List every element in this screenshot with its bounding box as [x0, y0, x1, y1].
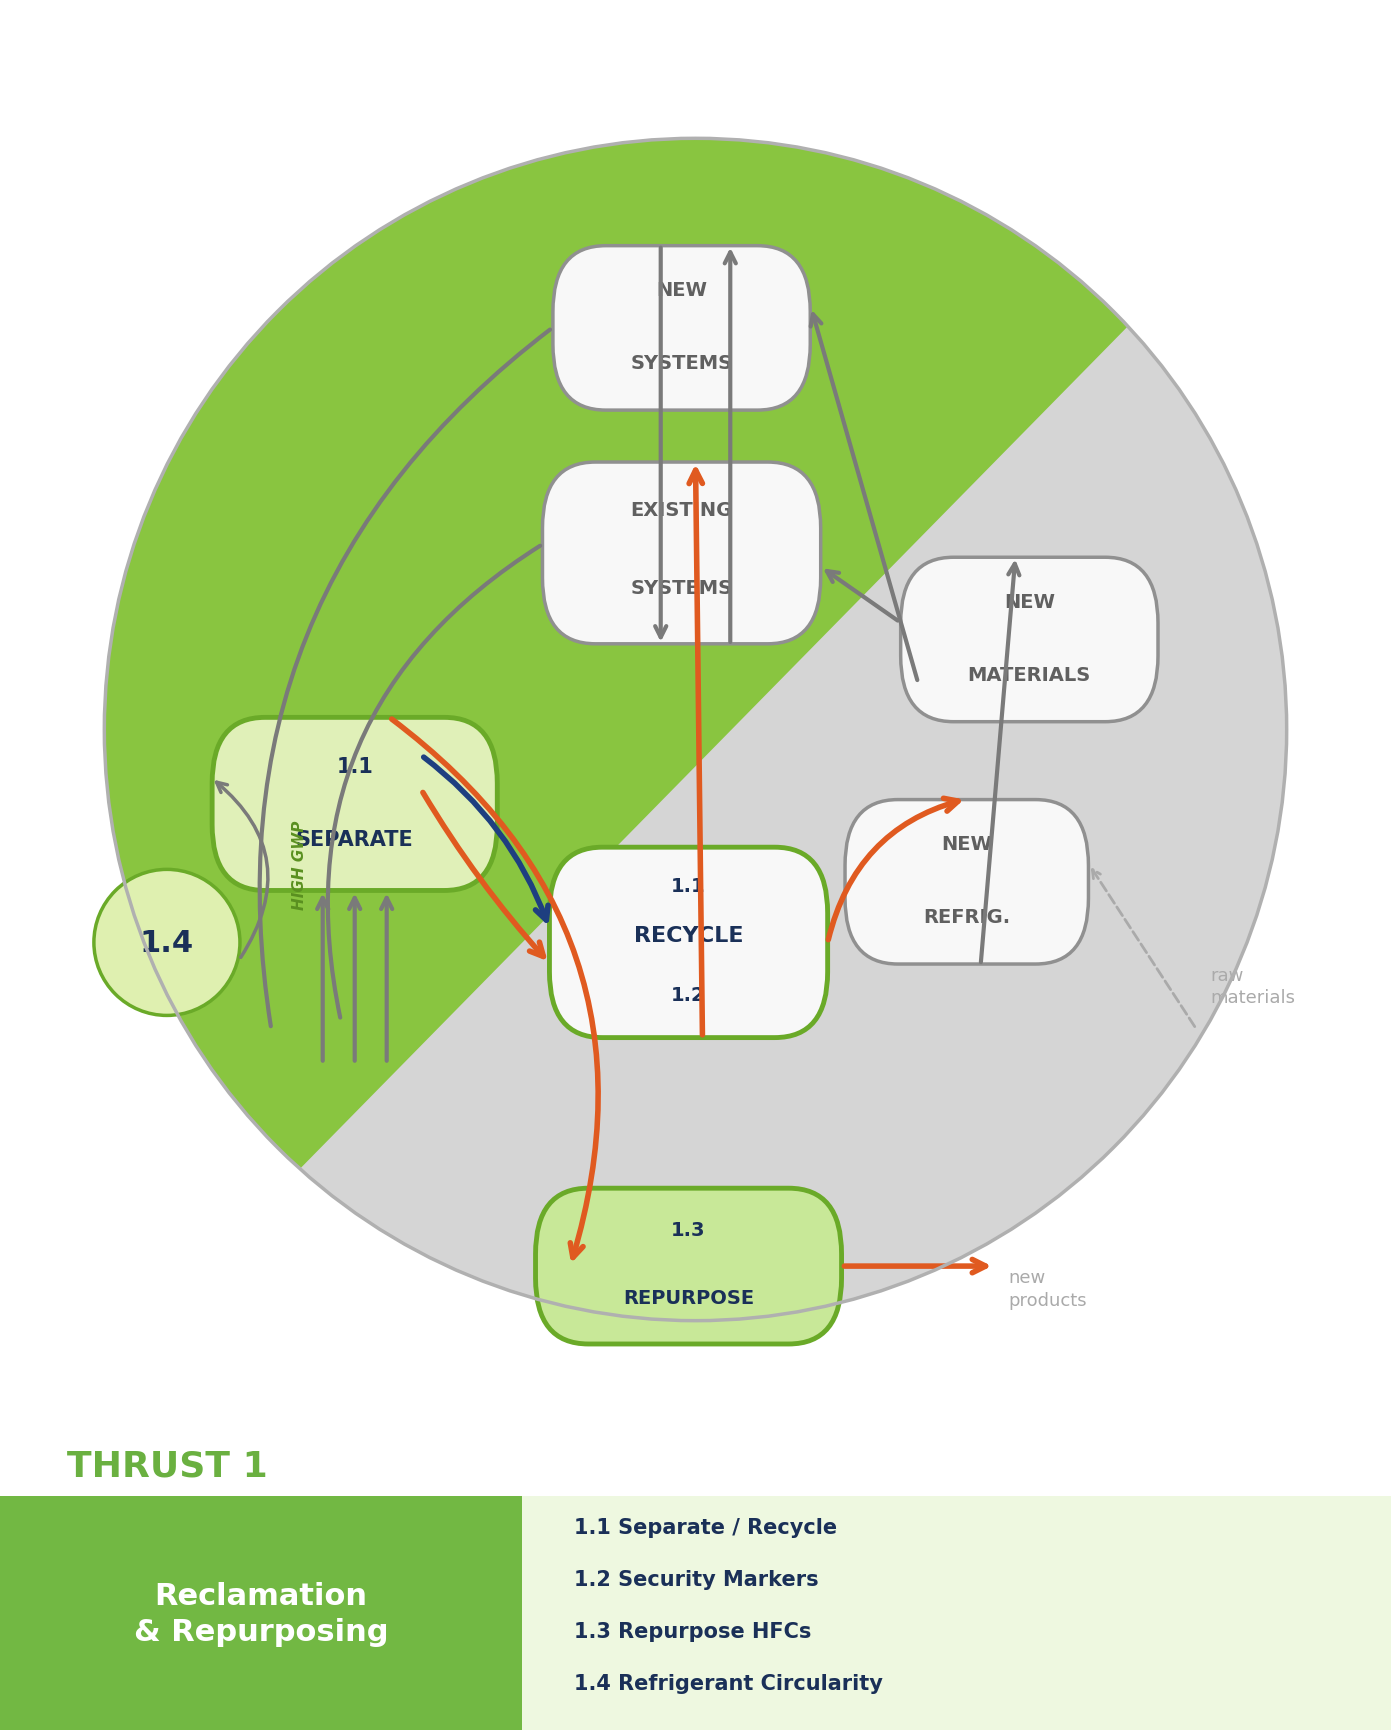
- Text: 1.2: 1.2: [672, 986, 705, 1003]
- Text: NEW: NEW: [942, 836, 992, 853]
- FancyBboxPatch shape: [542, 462, 821, 644]
- Text: NEW: NEW: [657, 282, 707, 299]
- Text: 1.2 Security Markers: 1.2 Security Markers: [574, 1569, 819, 1590]
- Text: THRUST 1: THRUST 1: [67, 1448, 267, 1483]
- FancyBboxPatch shape: [844, 799, 1088, 965]
- Text: raw
materials: raw materials: [1210, 965, 1295, 1007]
- Text: SYSTEMS: SYSTEMS: [630, 580, 733, 597]
- Text: 1.1 Separate / Recycle: 1.1 Separate / Recycle: [574, 1517, 837, 1538]
- Text: 1.4 Refrigerant Circularity: 1.4 Refrigerant Circularity: [574, 1673, 883, 1694]
- Text: REPURPOSE: REPURPOSE: [623, 1289, 754, 1306]
- Text: RECYCLE: RECYCLE: [634, 926, 743, 946]
- Text: Reclamation
& Repurposing: Reclamation & Repurposing: [134, 1581, 388, 1645]
- FancyBboxPatch shape: [536, 1189, 842, 1344]
- Ellipse shape: [104, 138, 1287, 1322]
- Text: SYSTEMS: SYSTEMS: [630, 355, 733, 372]
- Text: 1.3 Repurpose HFCs: 1.3 Repurpose HFCs: [574, 1621, 812, 1642]
- Text: HIGH GWP: HIGH GWP: [292, 820, 306, 910]
- Bar: [0, 1496, 522, 1730]
- Text: 1.4: 1.4: [140, 929, 193, 957]
- FancyBboxPatch shape: [213, 718, 498, 891]
- FancyBboxPatch shape: [549, 848, 828, 1038]
- FancyBboxPatch shape: [552, 246, 810, 410]
- Text: NEW: NEW: [1004, 593, 1054, 611]
- FancyBboxPatch shape: [901, 557, 1157, 723]
- Text: MATERIALS: MATERIALS: [968, 666, 1091, 683]
- Text: 1.1: 1.1: [672, 877, 705, 894]
- Text: EXISTING: EXISTING: [630, 502, 733, 519]
- Text: REFRIG.: REFRIG.: [924, 908, 1010, 926]
- Text: 1.3: 1.3: [672, 1221, 705, 1239]
- Polygon shape: [104, 138, 1128, 1169]
- Text: SEPARATE: SEPARATE: [296, 829, 413, 849]
- Text: 1.1: 1.1: [337, 756, 373, 777]
- Bar: [522, 1496, 1391, 1730]
- Ellipse shape: [93, 870, 241, 1016]
- Text: new
products: new products: [1008, 1268, 1088, 1310]
